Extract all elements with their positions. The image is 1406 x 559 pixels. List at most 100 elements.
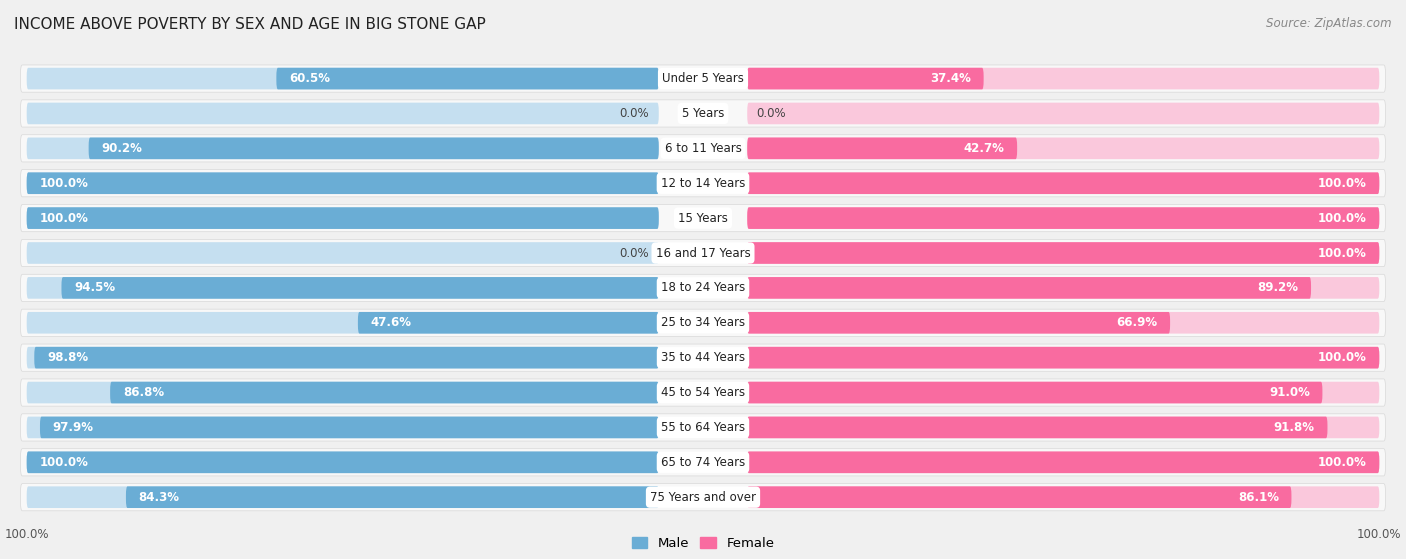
FancyBboxPatch shape <box>27 68 659 89</box>
FancyBboxPatch shape <box>27 242 659 264</box>
Text: 16 and 17 Years: 16 and 17 Years <box>655 247 751 259</box>
Text: 12 to 14 Years: 12 to 14 Years <box>661 177 745 190</box>
FancyBboxPatch shape <box>277 68 659 89</box>
Text: 86.1%: 86.1% <box>1237 491 1279 504</box>
FancyBboxPatch shape <box>747 277 1379 299</box>
Text: 45 to 54 Years: 45 to 54 Years <box>661 386 745 399</box>
FancyBboxPatch shape <box>747 312 1379 334</box>
Text: 100.0%: 100.0% <box>1317 247 1367 259</box>
FancyBboxPatch shape <box>747 172 1379 194</box>
Text: 5 Years: 5 Years <box>682 107 724 120</box>
FancyBboxPatch shape <box>27 452 659 473</box>
Legend: Male, Female: Male, Female <box>626 532 780 555</box>
FancyBboxPatch shape <box>127 486 659 508</box>
FancyBboxPatch shape <box>747 347 1379 368</box>
FancyBboxPatch shape <box>747 382 1379 404</box>
Text: 94.5%: 94.5% <box>75 281 115 295</box>
Text: 100.0%: 100.0% <box>1317 212 1367 225</box>
FancyBboxPatch shape <box>20 135 1386 162</box>
FancyBboxPatch shape <box>747 207 1379 229</box>
Text: 75 Years and over: 75 Years and over <box>650 491 756 504</box>
FancyBboxPatch shape <box>747 312 1170 334</box>
Text: 35 to 44 Years: 35 to 44 Years <box>661 351 745 364</box>
FancyBboxPatch shape <box>359 312 659 334</box>
FancyBboxPatch shape <box>747 452 1379 473</box>
Text: 90.2%: 90.2% <box>101 142 142 155</box>
FancyBboxPatch shape <box>747 416 1379 438</box>
FancyBboxPatch shape <box>20 274 1386 301</box>
FancyBboxPatch shape <box>34 347 659 368</box>
FancyBboxPatch shape <box>20 239 1386 267</box>
FancyBboxPatch shape <box>747 138 1017 159</box>
Text: 100.0%: 100.0% <box>39 456 89 469</box>
FancyBboxPatch shape <box>20 379 1386 406</box>
FancyBboxPatch shape <box>747 242 1379 264</box>
Text: 97.9%: 97.9% <box>52 421 94 434</box>
FancyBboxPatch shape <box>20 309 1386 337</box>
Text: Under 5 Years: Under 5 Years <box>662 72 744 85</box>
Text: 98.8%: 98.8% <box>46 351 89 364</box>
Text: 91.8%: 91.8% <box>1274 421 1315 434</box>
Text: 37.4%: 37.4% <box>931 72 972 85</box>
Text: 86.8%: 86.8% <box>122 386 165 399</box>
FancyBboxPatch shape <box>747 103 1379 124</box>
FancyBboxPatch shape <box>747 242 1379 264</box>
FancyBboxPatch shape <box>20 449 1386 476</box>
FancyBboxPatch shape <box>747 452 1379 473</box>
Text: 65 to 74 Years: 65 to 74 Years <box>661 456 745 469</box>
FancyBboxPatch shape <box>39 416 659 438</box>
FancyBboxPatch shape <box>747 138 1379 159</box>
FancyBboxPatch shape <box>89 138 659 159</box>
Text: 42.7%: 42.7% <box>963 142 1004 155</box>
FancyBboxPatch shape <box>27 207 659 229</box>
FancyBboxPatch shape <box>747 68 984 89</box>
FancyBboxPatch shape <box>27 416 659 438</box>
FancyBboxPatch shape <box>27 312 659 334</box>
FancyBboxPatch shape <box>20 169 1386 197</box>
Text: 0.0%: 0.0% <box>756 107 786 120</box>
Text: 100.0%: 100.0% <box>1317 177 1367 190</box>
FancyBboxPatch shape <box>747 277 1310 299</box>
FancyBboxPatch shape <box>20 205 1386 232</box>
Text: 89.2%: 89.2% <box>1257 281 1298 295</box>
Text: 55 to 64 Years: 55 to 64 Years <box>661 421 745 434</box>
FancyBboxPatch shape <box>27 103 659 124</box>
Text: 100.0%: 100.0% <box>1317 456 1367 469</box>
FancyBboxPatch shape <box>110 382 659 404</box>
FancyBboxPatch shape <box>27 172 659 194</box>
FancyBboxPatch shape <box>20 65 1386 92</box>
Text: 15 Years: 15 Years <box>678 212 728 225</box>
Text: 0.0%: 0.0% <box>620 247 650 259</box>
FancyBboxPatch shape <box>747 486 1379 508</box>
Text: Source: ZipAtlas.com: Source: ZipAtlas.com <box>1267 17 1392 30</box>
Text: 47.6%: 47.6% <box>371 316 412 329</box>
Text: 6 to 11 Years: 6 to 11 Years <box>665 142 741 155</box>
FancyBboxPatch shape <box>747 172 1379 194</box>
FancyBboxPatch shape <box>747 207 1379 229</box>
FancyBboxPatch shape <box>747 416 1327 438</box>
FancyBboxPatch shape <box>20 100 1386 127</box>
FancyBboxPatch shape <box>27 347 659 368</box>
Text: 0.0%: 0.0% <box>620 107 650 120</box>
FancyBboxPatch shape <box>27 172 659 194</box>
FancyBboxPatch shape <box>27 138 659 159</box>
FancyBboxPatch shape <box>27 452 659 473</box>
Text: 84.3%: 84.3% <box>139 491 180 504</box>
FancyBboxPatch shape <box>747 68 1379 89</box>
FancyBboxPatch shape <box>62 277 659 299</box>
Text: 18 to 24 Years: 18 to 24 Years <box>661 281 745 295</box>
Text: INCOME ABOVE POVERTY BY SEX AND AGE IN BIG STONE GAP: INCOME ABOVE POVERTY BY SEX AND AGE IN B… <box>14 17 486 32</box>
Text: 60.5%: 60.5% <box>290 72 330 85</box>
Text: 25 to 34 Years: 25 to 34 Years <box>661 316 745 329</box>
FancyBboxPatch shape <box>747 347 1379 368</box>
FancyBboxPatch shape <box>747 382 1323 404</box>
FancyBboxPatch shape <box>27 382 659 404</box>
Text: 100.0%: 100.0% <box>39 212 89 225</box>
Text: 66.9%: 66.9% <box>1116 316 1157 329</box>
FancyBboxPatch shape <box>20 344 1386 371</box>
Text: 100.0%: 100.0% <box>39 177 89 190</box>
FancyBboxPatch shape <box>20 484 1386 511</box>
FancyBboxPatch shape <box>27 486 659 508</box>
Text: 100.0%: 100.0% <box>1317 351 1367 364</box>
FancyBboxPatch shape <box>27 207 659 229</box>
